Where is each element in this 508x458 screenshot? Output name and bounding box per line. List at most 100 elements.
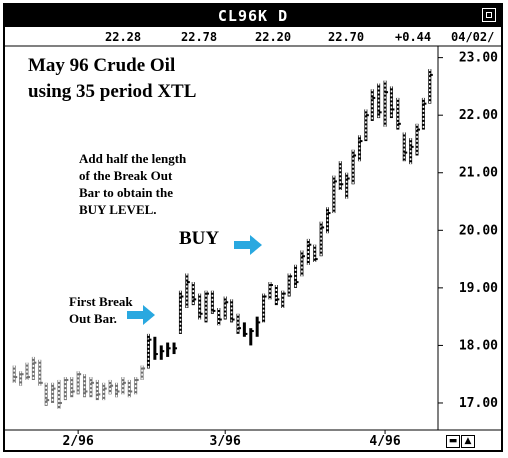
price-bar [204, 290, 210, 323]
price-bar [159, 345, 165, 360]
price-bar [357, 135, 363, 162]
buy-level-hint: Add half the length of the Break Out Bar… [79, 150, 186, 218]
price-bar [146, 333, 152, 369]
y-tick-label: 19.00 [459, 281, 498, 296]
price-bar [389, 86, 395, 119]
buy-arrow-shape [234, 235, 262, 255]
quote-high: 22.78 [181, 30, 218, 44]
first-break-line1: First Break [69, 294, 133, 309]
maximize-icon[interactable] [482, 8, 496, 22]
price-bar [421, 97, 427, 130]
price-bar [364, 109, 369, 142]
quote-low: 22.20 [255, 30, 292, 44]
hint-line3: Bar to obtain the [79, 185, 174, 200]
price-bar [274, 284, 280, 306]
price-bar [153, 336, 158, 360]
price-bar [326, 207, 331, 234]
annotation-title-line1: May 96 Crude Oil [28, 55, 176, 76]
price-bar [108, 379, 114, 395]
quote-change: +0.44 [395, 30, 432, 44]
price-bar [415, 123, 421, 156]
price-chart: 17.00 18.00 19.00 20.00 21.00 22.00 23.00 2/96… [5, 45, 501, 449]
price-bar [63, 377, 69, 401]
price-bar [127, 379, 133, 398]
price-bar [38, 359, 43, 386]
scroll-up-icon[interactable]: ▲ [461, 435, 475, 448]
x-tick-label: 4/96 [369, 434, 400, 449]
first-break-label: First Break Out Bar. [69, 293, 133, 327]
price-bar [287, 273, 293, 297]
price-bar [223, 296, 229, 320]
first-break-arrow-icon [127, 305, 155, 325]
price-bar [242, 322, 248, 337]
price-bar [351, 149, 357, 185]
price-bar [191, 282, 197, 306]
price-bar [262, 293, 267, 323]
price-bar [249, 328, 254, 346]
price-bar [19, 371, 24, 386]
price-bar [178, 290, 184, 334]
horizontal-scrollbar[interactable]: ▬ ▲ [446, 435, 502, 449]
price-bar [268, 282, 273, 300]
hint-line1: Add half the length [79, 151, 187, 166]
price-bar [198, 293, 203, 320]
price-bar [230, 299, 235, 323]
x-tick-label: 2/96 [62, 434, 93, 449]
hint-line2: of the Break Out [79, 168, 173, 183]
price-bar [57, 379, 62, 409]
price-bar [12, 365, 18, 383]
chart-annotation-title: May 96 Crude Oil using 35 period XTL [28, 53, 196, 105]
y-tick-label: 23.00 [459, 51, 498, 66]
annotation-title-line2: using 35 period XTL [28, 81, 197, 102]
price-bar [396, 97, 401, 130]
price-bar [121, 377, 126, 395]
price-bar [377, 83, 382, 119]
price-bar [31, 356, 37, 380]
price-bar [83, 374, 88, 398]
buy-label: BUY [179, 228, 220, 249]
price-bar [370, 89, 376, 121]
price-bar [76, 371, 82, 395]
price-bar [383, 80, 389, 127]
quote-open: 22.28 [105, 30, 142, 44]
quote-bar: 22.28 22.78 22.20 22.70 +0.44 04/02/ [5, 29, 501, 45]
price-bar [409, 138, 414, 165]
x-tick-label: 3/96 [210, 434, 241, 449]
y-tick-label: 20.00 [459, 223, 498, 238]
title-bar[interactable]: CL96K D [5, 5, 501, 27]
price-bar [294, 264, 299, 288]
price-bar [332, 175, 337, 214]
price-bar [95, 379, 101, 401]
price-bar [51, 382, 56, 403]
price-bar [217, 308, 222, 326]
buy-arrow-icon [234, 235, 262, 255]
price-bar [140, 365, 146, 380]
first-break-arrow-shape [127, 305, 155, 325]
price-bar [402, 132, 408, 162]
price-bar [313, 244, 318, 262]
price-bar [172, 342, 178, 355]
price-bar [300, 250, 305, 277]
price-bar [428, 69, 433, 104]
price-bar [236, 313, 241, 334]
price-bar [306, 238, 312, 265]
price-bar [70, 377, 75, 398]
y-tick-label: 22.00 [459, 108, 498, 123]
price-bar [134, 377, 139, 395]
price-bar [102, 382, 107, 401]
price-bar [255, 316, 261, 337]
y-tick-label: 18.00 [459, 338, 498, 353]
scroll-minus-icon[interactable]: ▬ [446, 435, 460, 448]
price-bar [345, 172, 350, 199]
price-bar [166, 342, 171, 357]
price-bar [44, 382, 50, 406]
price-bar [25, 362, 30, 380]
price-bar [210, 290, 216, 314]
quote-close: 22.70 [328, 30, 365, 44]
price-bar [185, 273, 190, 309]
price-bar [89, 377, 94, 398]
quote-date: 04/02/ [451, 30, 495, 44]
price-bar [281, 290, 286, 309]
price-bar [319, 221, 325, 257]
first-break-line2: Out Bar. [69, 311, 117, 326]
